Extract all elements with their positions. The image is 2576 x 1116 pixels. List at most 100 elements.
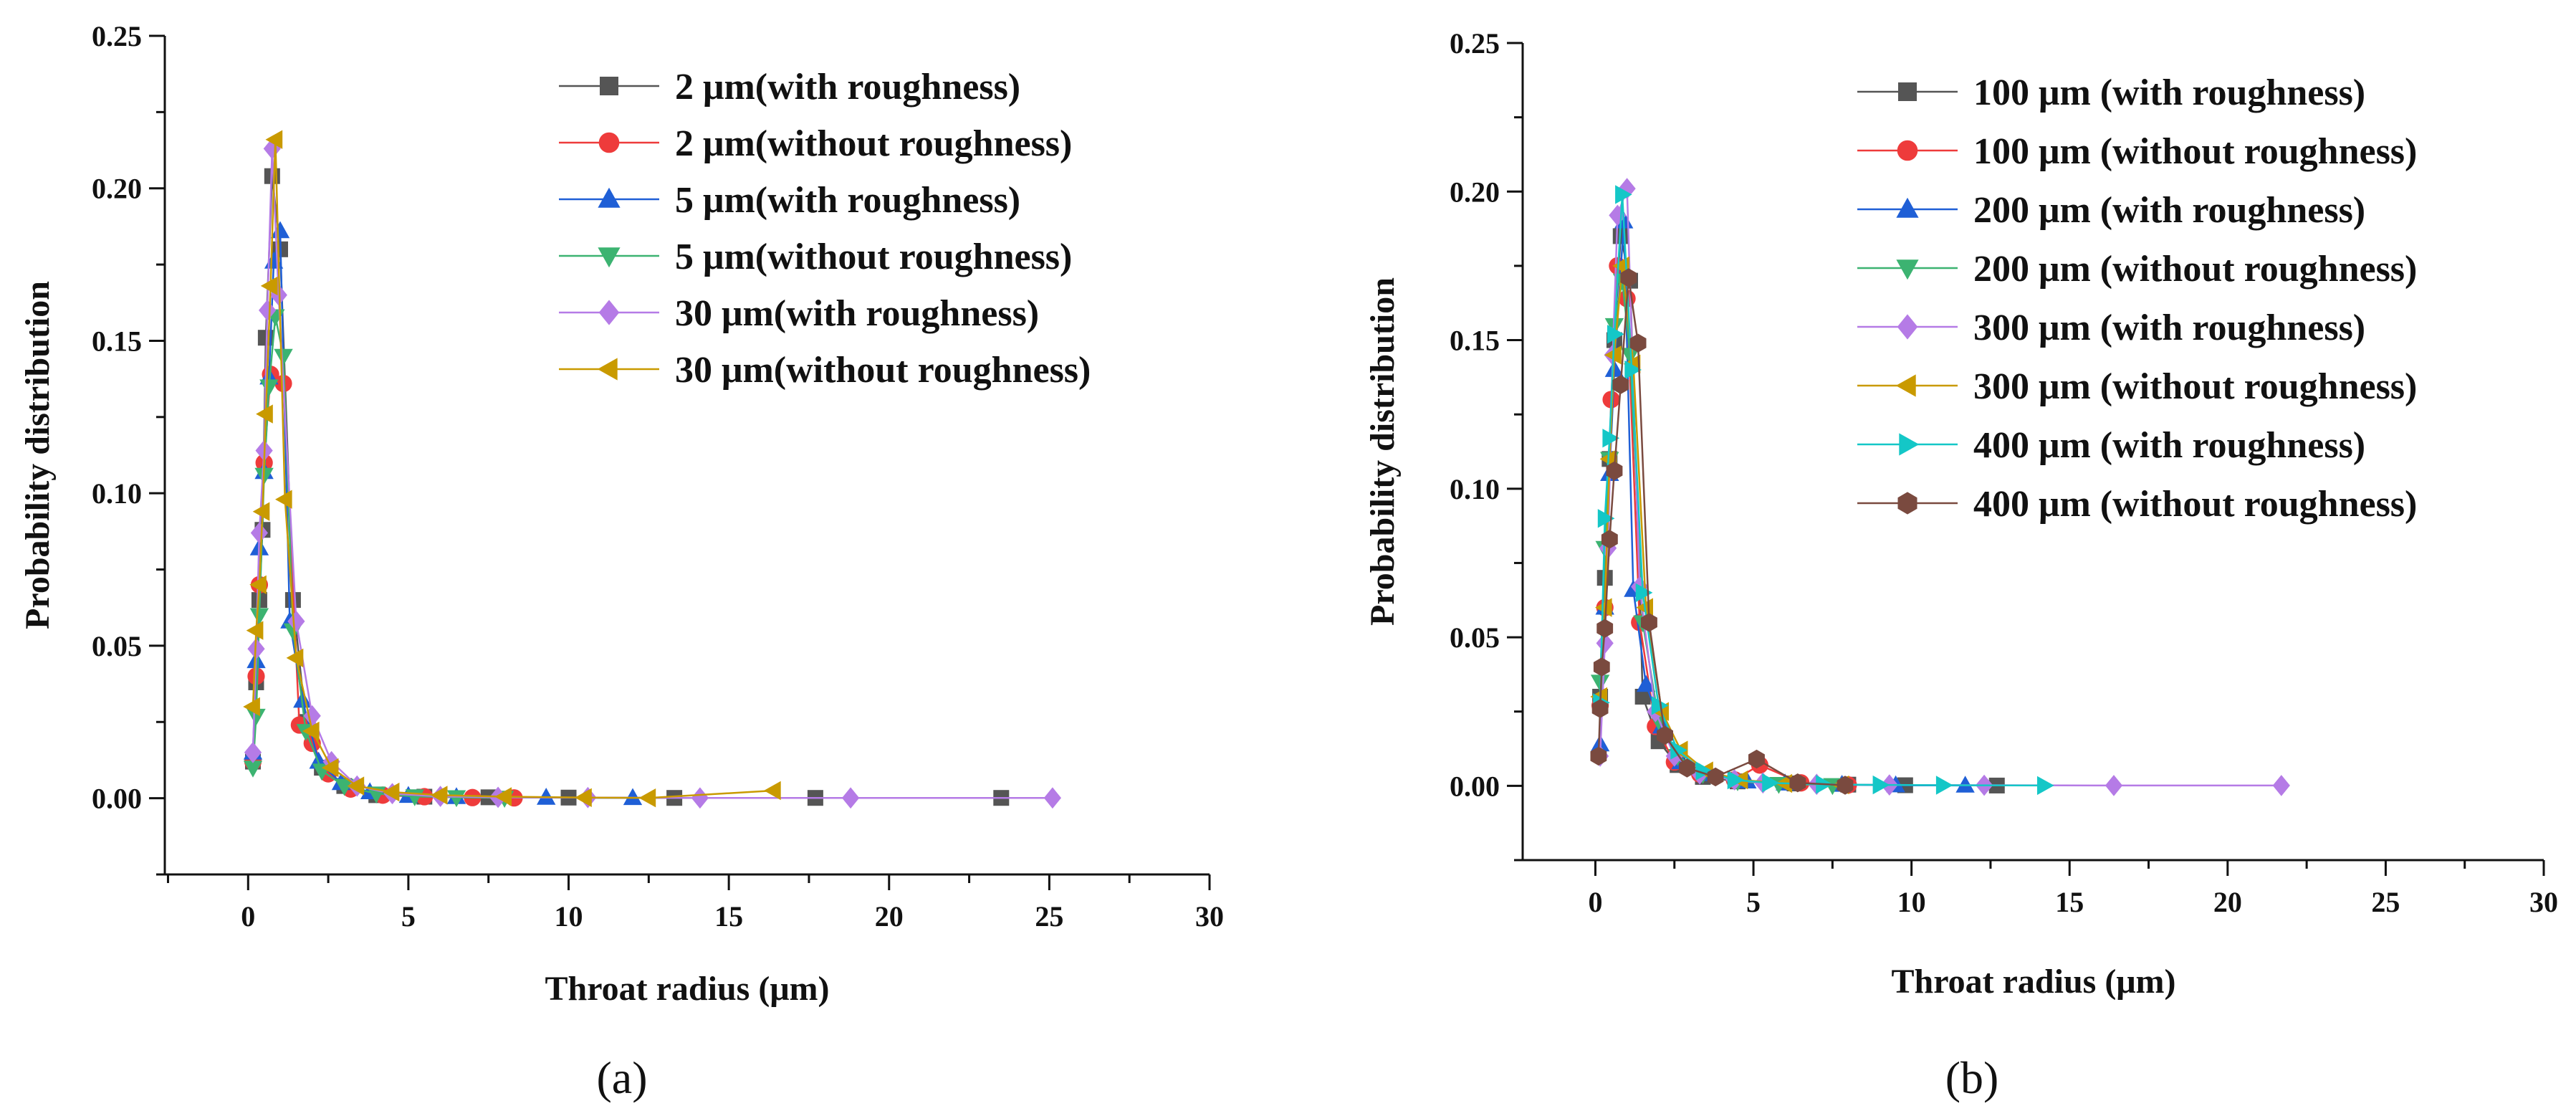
- data-point: [243, 697, 260, 717]
- legend-marker: [1897, 314, 1918, 340]
- data-point: [1679, 758, 1695, 778]
- legend-item: 100 μm (with roughness): [1857, 72, 2365, 113]
- data-point: [1593, 657, 1610, 677]
- legend-marker: [600, 77, 618, 95]
- data-point: [347, 776, 365, 796]
- chart-panel-a: 0 5 10 15 20 25 30 0.00 0.05 0.10 0.15 0.20 0.25 Thro…: [19, 20, 1224, 1103]
- legend-item: 5 μm(without roughness): [559, 237, 1072, 277]
- y-tick-label: 0.05: [92, 630, 142, 662]
- data-point: [1624, 360, 1642, 380]
- legend-label: 400 μm (without roughness): [1973, 484, 2417, 525]
- data-point: [2037, 776, 2054, 796]
- data-point: [764, 781, 781, 801]
- x-tick-label: 30: [2529, 886, 2558, 918]
- data-point: [1596, 619, 1614, 638]
- data-point: [1641, 613, 1657, 632]
- x-tick-label: 15: [2055, 886, 2084, 918]
- data-point: [1789, 773, 1806, 793]
- data-point: [1602, 429, 1620, 448]
- data-point: [1707, 767, 1724, 787]
- legend-item: 200 μm (without roughness): [1857, 249, 2417, 290]
- legend-item: 400 μm (with roughness): [1857, 425, 2365, 466]
- data-point: [446, 790, 466, 808]
- data-point: [1597, 509, 1615, 528]
- data-point: [246, 708, 266, 726]
- series-line: [1597, 277, 1846, 786]
- legend-marker: [1899, 433, 1920, 456]
- data-point: [1762, 773, 1779, 793]
- legend-label: 400 μm (with roughness): [1973, 425, 2365, 466]
- data-point: [1727, 770, 1745, 790]
- legend-marker: [1896, 259, 1919, 280]
- data-point: [259, 379, 279, 396]
- chart-panel-b: 0 5 10 15 20 25 30 0.00 0.05 0.10 0.15 0.20 0.25 Thro…: [1364, 27, 2558, 1103]
- y-tick-label: 0.20: [92, 173, 142, 205]
- legend-label: 300 μm (with roughness): [1973, 307, 2365, 348]
- legend-label: 5 μm(without roughness): [675, 237, 1072, 277]
- x-tick-label: 10: [1897, 886, 1926, 918]
- y-tick-label: 0.00: [1450, 770, 1500, 802]
- data-point: [335, 778, 354, 796]
- x-tick-label: 5: [401, 900, 416, 933]
- data-point: [302, 721, 320, 741]
- data-point: [321, 758, 339, 778]
- panel-label: (a): [596, 1052, 647, 1103]
- data-point: [638, 788, 656, 808]
- data-point: [246, 621, 264, 640]
- legend-item: 2 μm(with roughness): [559, 67, 1020, 108]
- legend-marker: [598, 247, 621, 268]
- legend-marker: [1897, 492, 1917, 515]
- legend-item: 300 μm (without roughness): [1857, 366, 2417, 407]
- series-30-um-without-roughness: [243, 130, 781, 808]
- x-tick-label: 25: [1035, 900, 1063, 933]
- legend-marker: [1898, 82, 1917, 101]
- data-point: [1590, 746, 1607, 766]
- legend-label: 100 μm (without roughness): [1973, 131, 2417, 172]
- data-point: [1872, 775, 1890, 795]
- legend-item: 5 μm(with roughness): [559, 180, 1020, 221]
- data-point: [287, 611, 305, 632]
- data-point: [252, 502, 270, 521]
- y-axis-label: Probability distribution: [1364, 277, 1402, 626]
- data-point: [2272, 775, 2290, 796]
- data-point: [286, 648, 304, 668]
- legend-item: 200 μm (with roughness): [1857, 190, 2365, 231]
- legend: 100 μm (with roughness) 100 μm (without r…: [1857, 72, 2417, 525]
- legend-label: 100 μm (with roughness): [1973, 72, 2365, 113]
- data-point: [1620, 268, 1637, 287]
- data-point: [1043, 787, 1061, 809]
- data-point: [1657, 725, 1673, 745]
- data-point: [265, 130, 283, 149]
- x-axis-label: Throat radius (μm): [545, 970, 829, 1008]
- data-point: [1591, 699, 1609, 718]
- data-point: [249, 608, 269, 626]
- legend-marker: [598, 132, 620, 153]
- legend: 2 μm(with roughness) 2 μm(without roughne…: [559, 67, 1091, 391]
- data-point: [1615, 185, 1632, 204]
- x-tick-label: 0: [1588, 886, 1602, 918]
- x-tick-label: 10: [555, 900, 583, 933]
- y-tick-label: 0.25: [92, 20, 142, 52]
- data-point: [382, 782, 400, 802]
- legend-label: 2 μm(without roughness): [675, 123, 1072, 164]
- data-point: [537, 788, 556, 805]
- data-point: [275, 490, 292, 509]
- data-point: [430, 786, 448, 805]
- data-point: [842, 787, 860, 809]
- x-tick-label: 20: [2213, 886, 2242, 918]
- y-tick-label: 0.00: [92, 783, 142, 815]
- data-point: [274, 348, 293, 366]
- data-point: [623, 788, 643, 806]
- data-point: [1607, 325, 1624, 344]
- data-point: [1635, 583, 1653, 603]
- data-point: [1618, 178, 1636, 199]
- data-point: [256, 404, 273, 424]
- legend-marker: [1895, 374, 1916, 397]
- legend-label: 200 μm (without roughness): [1973, 249, 2417, 290]
- legend-label: 2 μm(with roughness): [675, 67, 1020, 108]
- x-tick-label: 15: [714, 900, 743, 933]
- data-point: [1636, 674, 1656, 692]
- legend-label: 30 μm(with roughness): [675, 293, 1039, 334]
- data-point: [1634, 689, 1651, 705]
